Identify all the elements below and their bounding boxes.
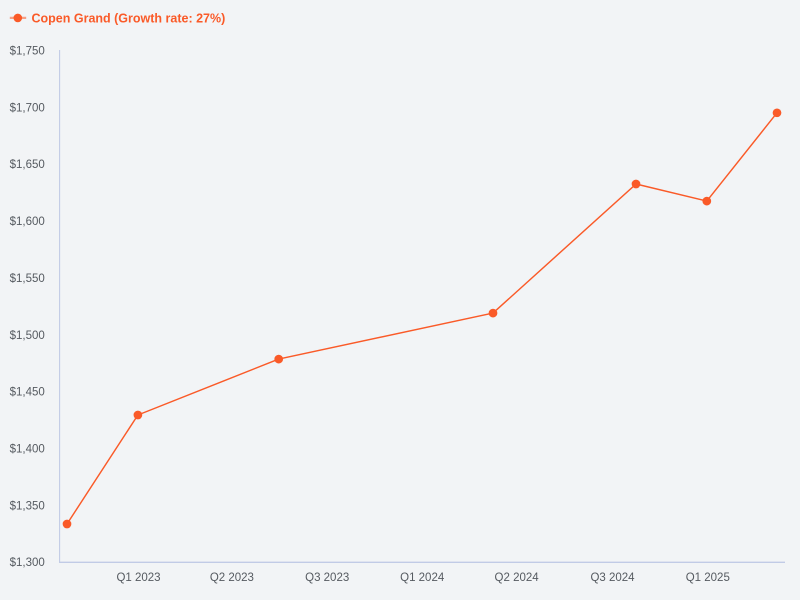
svg-text:Q3 2024: Q3 2024: [590, 572, 635, 584]
svg-text:$1,550: $1,550: [10, 273, 45, 285]
svg-text:$1,750: $1,750: [10, 46, 45, 58]
svg-text:$1,650: $1,650: [10, 159, 45, 171]
svg-text:$1,600: $1,600: [10, 216, 45, 228]
svg-text:Q3 2023: Q3 2023: [305, 572, 349, 584]
svg-text:Copen Grand (Growth rate: 27%): Copen Grand (Growth rate: 27%): [32, 12, 226, 26]
svg-text:Q1 2023: Q1 2023: [116, 572, 160, 584]
svg-text:Q1 2024: Q1 2024: [400, 572, 445, 584]
svg-text:$1,450: $1,450: [10, 387, 45, 399]
svg-text:Q2 2023: Q2 2023: [210, 572, 254, 584]
svg-text:$1,400: $1,400: [10, 443, 45, 455]
svg-text:$1,700: $1,700: [10, 102, 45, 114]
svg-text:$1,300: $1,300: [10, 557, 45, 569]
svg-text:Q1 2025: Q1 2025: [686, 572, 730, 584]
svg-text:Q2 2024: Q2 2024: [495, 572, 540, 584]
svg-text:$1,500: $1,500: [10, 330, 45, 342]
svg-text:$1,350: $1,350: [10, 500, 45, 512]
